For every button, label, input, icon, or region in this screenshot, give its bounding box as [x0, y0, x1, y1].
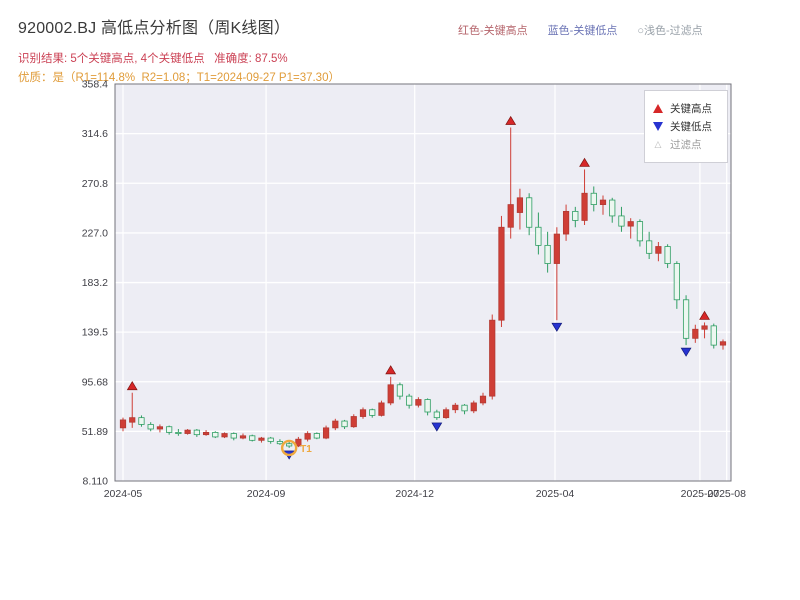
key-point-markers — [126, 115, 710, 460]
plot-border — [114, 83, 732, 482]
legend-item-filter: △ 过滤点 — [653, 137, 719, 152]
y-tick-label: 183.2 — [82, 277, 108, 289]
legend-item-key-high: 关键高点 — [653, 101, 719, 116]
key-high-marker — [699, 310, 710, 320]
y-tick-label: 95.68 — [82, 376, 108, 388]
y-tick-label: 8.110 — [83, 476, 109, 488]
key-low-marker — [431, 422, 443, 432]
y-tick-label: 270.8 — [82, 178, 108, 190]
top-legend-filter-label: ○浅色-过滤点 — [637, 25, 703, 37]
y-tick-label: 314.6 — [82, 128, 108, 140]
chart-legend: 关键高点 关键低点 △ 过滤点 — [644, 90, 728, 163]
x-tick-label: 2025-08 — [707, 488, 746, 500]
key-low-marker — [680, 347, 692, 357]
key-high-marker — [385, 365, 397, 375]
x-tick-label: 2025-07 — [681, 488, 720, 500]
legend-key-low-label: 关键低点 — [670, 121, 712, 133]
y-tick-label: 358.4 — [82, 79, 108, 91]
y-tick-label: 51.89 — [82, 426, 108, 438]
page-title: 920002.BJ 高低点分析图（周K线图） — [18, 20, 291, 37]
key-high-up-triangle-icon — [653, 104, 663, 113]
key-high-marker — [505, 115, 517, 125]
legend-item-key-low: 关键低点 — [653, 119, 719, 134]
top-legend: 红色-关键高点 蓝色-关键低点 ○浅色-过滤点 — [458, 22, 703, 38]
key-low-down-triangle-icon — [653, 122, 663, 131]
key-high-marker — [579, 157, 590, 167]
t1-label: T1 — [300, 444, 312, 455]
key-high-marker — [126, 381, 138, 391]
x-tick-label: 2024-09 — [247, 488, 286, 500]
legend-key-high-label: 关键高点 — [670, 103, 712, 115]
x-tick-label: 2024-05 — [104, 488, 143, 500]
legend-filter-label: 过滤点 — [670, 139, 702, 151]
key-low-marker — [551, 322, 563, 332]
x-tick-label: 2025-04 — [536, 488, 575, 500]
y-tick-label: 139.5 — [82, 327, 108, 339]
candles — [119, 127, 727, 448]
x-tick-label: 2024-12 — [395, 488, 434, 500]
y-axis-labels: 358.4 314.6 270.8 227.0 183.2 139.5 95.68 51.89… — [82, 79, 108, 488]
filter-hollow-triangle-icon: △ — [654, 139, 662, 149]
t1-circle-marker — [280, 439, 298, 457]
recognition-result-line: 识别结果: 5个关键高点, 4个关键低点 准确度: 87.5% — [18, 53, 288, 65]
y-tick-label: 227.0 — [82, 227, 108, 239]
quality-line: 优质：是（R1=114.8% R2=1.08；T1=2024-09-27 P1=… — [18, 72, 340, 84]
top-legend-key-low-label: 蓝色-关键低点 — [547, 25, 618, 37]
top-legend-key-high-label: 红色-关键高点 — [458, 25, 528, 37]
x-axis-labels: 2024-05 2024-09 2024-12 2025-04 2025-072025-… — [104, 488, 746, 500]
t1-annotation: T1 — [280, 439, 312, 457]
